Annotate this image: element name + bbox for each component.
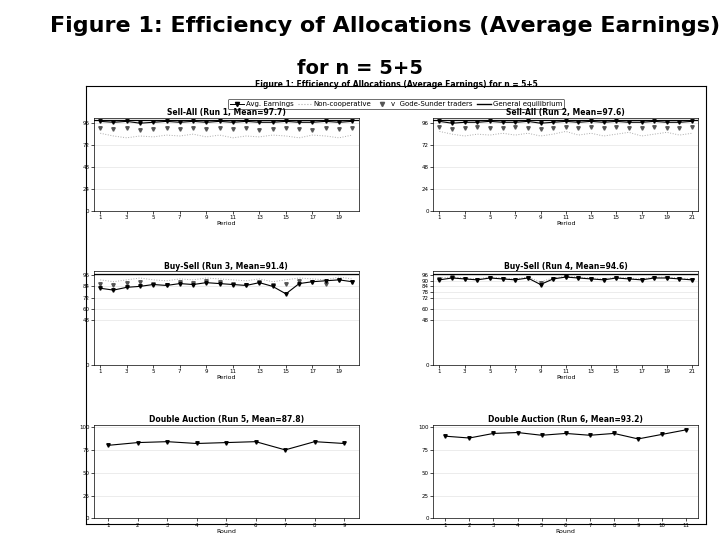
- Legend: Avg. Earnings, Non-cooperative, v  Gode-Sunder traders, General equilibrium: Avg. Earnings, Non-cooperative, v Gode-S…: [228, 99, 564, 109]
- Title: Buy-Sell (Run 3, Mean=91.4): Buy-Sell (Run 3, Mean=91.4): [164, 262, 288, 271]
- X-axis label: Period: Period: [217, 221, 236, 226]
- Title: Sell-All (Run 2, Mean=97.6): Sell-All (Run 2, Mean=97.6): [506, 108, 625, 117]
- Title: Buy-Sell (Run 4, Mean=94.6): Buy-Sell (Run 4, Mean=94.6): [504, 262, 628, 271]
- Text: for n = 5+5: for n = 5+5: [297, 59, 423, 78]
- Text: Figure 1: Efficiency of Allocations (Average Earnings): Figure 1: Efficiency of Allocations (Ave…: [50, 16, 720, 36]
- X-axis label: Round: Round: [216, 529, 236, 534]
- Title: Sell-All (Run 1, Mean=97.7): Sell-All (Run 1, Mean=97.7): [167, 108, 286, 117]
- Title: Double Auction (Run 5, Mean=87.8): Double Auction (Run 5, Mean=87.8): [148, 415, 304, 424]
- X-axis label: Period: Period: [556, 221, 575, 226]
- X-axis label: Round: Round: [556, 529, 576, 534]
- X-axis label: Period: Period: [217, 375, 236, 380]
- X-axis label: Period: Period: [556, 375, 575, 380]
- Title: Double Auction (Run 6, Mean=93.2): Double Auction (Run 6, Mean=93.2): [488, 415, 643, 424]
- Text: Figure 1: Efficiency of Allocations (Average Earnings) for n = 5+5: Figure 1: Efficiency of Allocations (Ave…: [255, 80, 537, 89]
